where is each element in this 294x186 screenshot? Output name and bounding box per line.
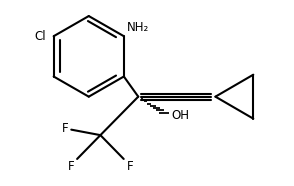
Text: F: F bbox=[68, 160, 74, 173]
Text: F: F bbox=[127, 160, 133, 173]
Text: OH: OH bbox=[172, 109, 190, 122]
Text: Cl: Cl bbox=[35, 30, 46, 43]
Text: NH₂: NH₂ bbox=[127, 21, 149, 34]
Text: F: F bbox=[62, 122, 69, 135]
